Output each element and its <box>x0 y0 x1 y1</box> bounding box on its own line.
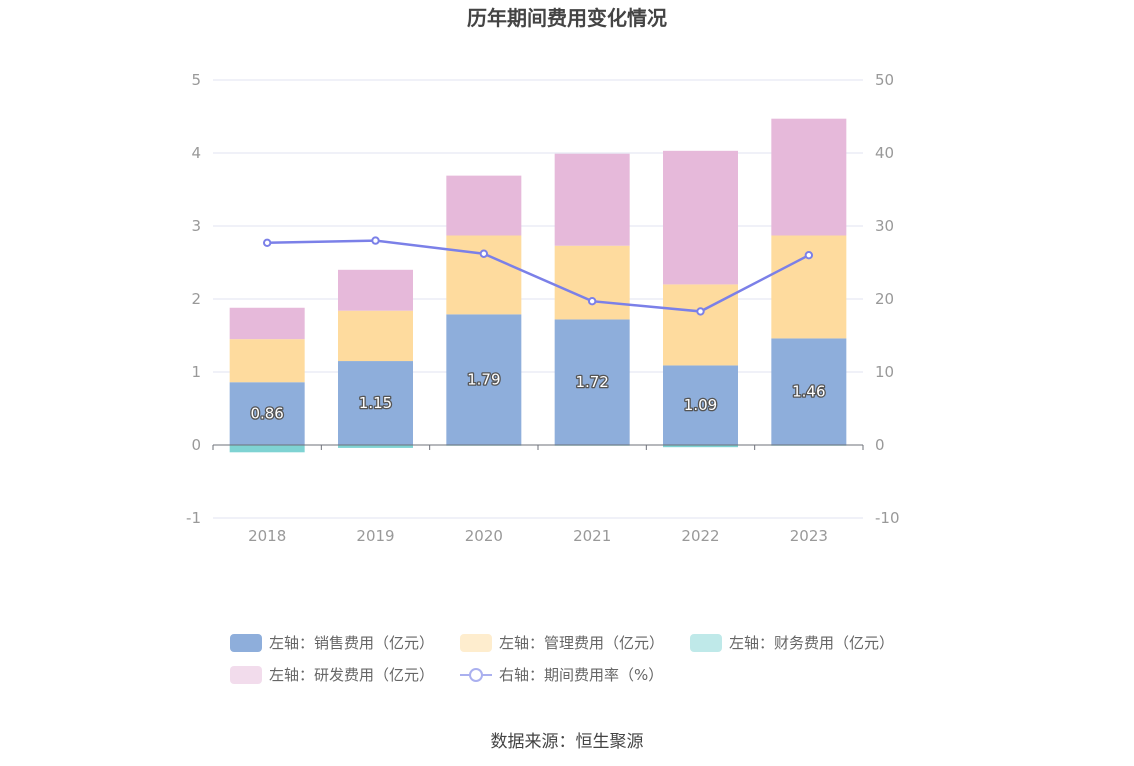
source-note: 数据来源：恒生聚源 <box>491 732 644 752</box>
bar-segment <box>446 235 522 315</box>
legend-label: 左轴：研发费用（亿元） <box>269 666 434 684</box>
left-axis-tick-label: -1 <box>186 509 201 527</box>
bar-segment <box>663 445 738 448</box>
left-axis-tick-label: 5 <box>191 71 201 89</box>
rate-line <box>262 236 814 316</box>
x-axis-tick-label: 2022 <box>681 527 719 545</box>
left-axis-tick-label: 3 <box>191 217 201 235</box>
data-labels: 0.86 1.15 1.79 1.72 1.09 1.46 <box>249 369 827 424</box>
x-axis-tick-label: 2020 <box>465 527 503 545</box>
legend-label: 左轴：财务费用（亿元） <box>729 634 894 652</box>
legend-line-marker <box>469 668 483 682</box>
bar-segment <box>771 338 847 445</box>
right-axis-tick-label: 10 <box>875 363 894 381</box>
bar-value-label: 1.79 <box>467 371 500 389</box>
right-axis-tick-label: 30 <box>875 217 894 235</box>
rate-point <box>696 307 705 316</box>
legend-swatch <box>690 634 722 652</box>
bar-segment <box>338 269 413 311</box>
grid <box>213 79 863 519</box>
bar-value-label: 1.72 <box>575 373 608 391</box>
bar-segment <box>229 445 305 453</box>
bar-segment <box>338 310 413 362</box>
x-axis-tick-label: 2018 <box>248 527 286 545</box>
bar-value-label: 1.09 <box>684 396 717 414</box>
x-axis-tick-label: 2023 <box>790 527 828 545</box>
rate-point <box>479 249 489 258</box>
bar-segment <box>446 175 522 236</box>
right-axis-tick-label: 0 <box>875 436 885 454</box>
legend-swatch <box>230 634 262 652</box>
bar-segment <box>338 445 413 448</box>
bar-segment <box>338 361 413 445</box>
bar-segment <box>771 235 847 339</box>
legend-label: 右轴：期间费用率（%） <box>499 666 663 684</box>
rate-point <box>371 236 380 245</box>
bar-segment <box>554 245 630 320</box>
left-axis-tick-label: 1 <box>191 363 201 381</box>
bar-value-label: 1.15 <box>359 394 392 412</box>
bar-segment <box>771 118 847 236</box>
rate-point <box>587 296 597 306</box>
bar-value-label: 1.46 <box>792 383 825 401</box>
rate-line-path <box>267 239 810 313</box>
bar-segment <box>554 153 630 246</box>
right-axis-tick-label: -10 <box>875 509 900 527</box>
x-axis-tick-label: 2021 <box>573 527 611 545</box>
chart-title: 历年期间费用变化情况 <box>467 6 667 30</box>
legend-swatch <box>460 634 492 652</box>
right-axis-tick-label: 40 <box>875 144 894 162</box>
legend: 左轴：销售费用（亿元） 左轴：管理费用（亿元） 左轴：财务费用（亿元） 左轴：研发费用… <box>230 634 894 684</box>
bar-segment <box>663 365 738 445</box>
left-axis-tick-label: 4 <box>191 144 201 162</box>
legend-label: 左轴：管理费用（亿元） <box>499 634 664 652</box>
bar-segment <box>446 314 522 445</box>
bar-segment <box>229 339 305 383</box>
left-axis-tick-label: 2 <box>191 290 201 308</box>
bar-segment <box>229 307 305 340</box>
rate-point <box>804 251 814 260</box>
right-axis-tick-label: 50 <box>875 71 894 89</box>
right-axis-tick-label: 20 <box>875 290 894 308</box>
x-axis-tick-label: 2019 <box>356 527 394 545</box>
bar-segment <box>663 150 738 285</box>
bars <box>229 118 847 453</box>
left-axis-tick-label: 0 <box>191 436 201 454</box>
legend-swatch <box>230 666 262 684</box>
legend-label: 左轴：销售费用（亿元） <box>269 634 434 652</box>
bar-segment <box>229 382 305 445</box>
bar-segment <box>554 319 630 445</box>
rate-point <box>262 238 272 247</box>
bar-value-label: 0.86 <box>250 405 283 423</box>
